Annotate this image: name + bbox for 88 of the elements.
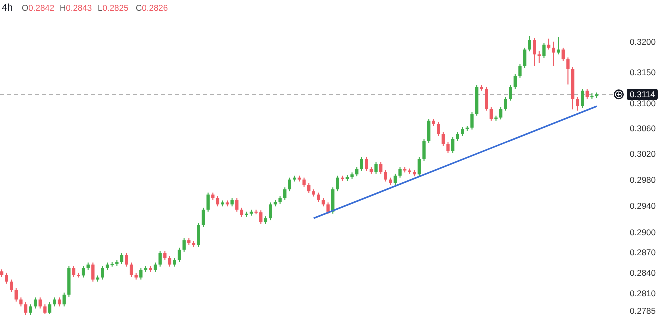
candlestick	[317, 192, 320, 203]
candlestick	[202, 207, 206, 228]
candlestick	[120, 252, 124, 265]
y-tick-label: 0.2870	[630, 248, 656, 258]
candlestick	[398, 167, 402, 178]
candlestick	[427, 118, 431, 144]
candlestick	[562, 47, 566, 62]
candlestick	[418, 156, 422, 178]
candlestick	[5, 272, 8, 284]
candlestick	[14, 288, 18, 302]
y-tick-label: 0.3060	[630, 123, 656, 134]
candlestick	[528, 36, 532, 52]
candlestick	[154, 262, 158, 273]
candlestick	[48, 302, 52, 315]
candlestick	[92, 262, 95, 282]
candlestick	[394, 173, 398, 186]
candlestick	[216, 196, 220, 208]
candlestick	[101, 266, 104, 280]
candlestick	[499, 106, 503, 120]
candlestick	[576, 96, 580, 112]
candlestick	[547, 38, 551, 50]
annotation: C0.2826	[136, 3, 168, 13]
candlestick	[355, 167, 359, 178]
candlestick	[326, 202, 330, 214]
candlestick	[72, 266, 76, 278]
candlestick	[470, 112, 474, 130]
candlestick	[586, 88, 590, 100]
candlestick	[422, 138, 426, 162]
y-tick-label: 0.3200	[630, 36, 656, 47]
candlestick	[490, 106, 494, 122]
candlestick	[168, 256, 172, 268]
ref-line-label: 0.3114	[630, 90, 656, 100]
annotation: H0.2843	[60, 3, 92, 13]
candlestick	[365, 156, 368, 172]
candlestick	[557, 36, 560, 56]
candlestick	[523, 47, 527, 69]
y-tick-label: 0.2785	[630, 306, 656, 316]
candlestick	[446, 142, 450, 154]
candlestick	[125, 252, 128, 268]
candlestick	[62, 292, 66, 308]
candlestick	[140, 268, 143, 280]
candlestick	[451, 136, 455, 154]
candlestick	[566, 57, 570, 86]
y-tick-label: 0.3150	[630, 67, 656, 78]
candlestick	[384, 170, 388, 182]
candlestick	[10, 279, 14, 293]
candlestick	[336, 175, 340, 192]
y-tick-label: 0.3100	[630, 98, 656, 108]
annotation: O0.2842	[22, 3, 55, 13]
candlestick	[509, 84, 512, 102]
candlestick	[538, 50, 542, 64]
candlestick	[130, 262, 134, 278]
y-tick-label: 0.2900	[630, 227, 656, 238]
candlestick	[44, 304, 47, 315]
candlestick	[24, 302, 28, 316]
candlestick	[514, 74, 518, 90]
candlestick	[302, 177, 306, 188]
y-tick-label: 0.2810	[630, 288, 656, 299]
candlestick	[581, 88, 584, 109]
candlestick	[485, 86, 488, 112]
candlestick	[269, 202, 272, 222]
candlestick	[518, 64, 522, 78]
y-tick-label: 0.2940	[630, 200, 656, 211]
candlestick	[533, 38, 536, 67]
candlestick	[379, 162, 383, 174]
annotation: L0.2825	[98, 3, 130, 13]
y-tick-label: 0.2840	[630, 268, 656, 278]
candlestick	[552, 41, 556, 67]
candlestick	[288, 177, 292, 192]
candlestick	[542, 42, 546, 59]
candlestick	[236, 198, 239, 212]
candlestick	[307, 182, 311, 194]
candlestick	[504, 96, 508, 112]
y-tick-label: 0.3020	[630, 148, 656, 159]
candlestick	[158, 250, 162, 268]
chart-title: 4h	[2, 3, 14, 14]
candlestick	[374, 162, 378, 174]
candlestick	[437, 122, 440, 137]
candlestick	[178, 247, 182, 263]
candlestick	[360, 156, 364, 172]
y-tick-label: 0.2980	[630, 174, 656, 185]
candlestick	[182, 238, 186, 252]
candlestick	[29, 304, 32, 316]
candlestick	[197, 222, 200, 248]
candlestick	[284, 187, 287, 201]
candlestick	[82, 266, 86, 278]
candlestick	[206, 192, 210, 212]
candlestick	[442, 132, 446, 147]
